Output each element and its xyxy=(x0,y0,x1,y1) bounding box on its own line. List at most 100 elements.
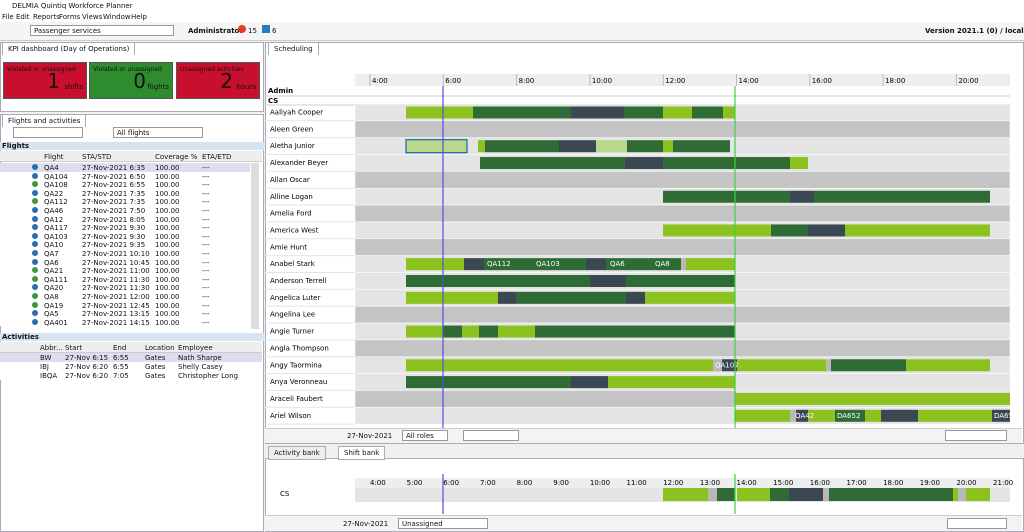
flight-row[interactable]: QA111 27-Nov-2021 11:30 100.00 --- xyxy=(0,274,250,284)
alert-count[interactable]: 15 xyxy=(248,27,257,35)
menu-item[interactable]: Forms xyxy=(59,13,81,21)
bank-date[interactable]: 27-Nov-2021 xyxy=(343,520,389,528)
menu-item[interactable]: Views xyxy=(82,13,103,21)
column-header: ETA/ETD xyxy=(202,153,232,161)
activity-row[interactable]: BW 27-Nov 6:15 6:55 Gates Nath Sharpe xyxy=(0,353,262,362)
hour-label: 5:00 xyxy=(407,479,423,487)
flights-header: Flight STA/STD Coverage % ETA/ETD xyxy=(0,151,262,162)
flight-row[interactable]: QA104 27-Nov-2021 6:50 100.00 --- xyxy=(0,171,250,181)
row-background xyxy=(354,120,1011,138)
flight-cell: QA5 xyxy=(44,310,59,319)
menu-item[interactable]: File xyxy=(2,13,14,21)
role-filter[interactable]: All roles xyxy=(402,430,448,441)
shift-bar xyxy=(681,258,686,271)
user-name[interactable]: Administrator xyxy=(188,27,243,35)
flight-row[interactable]: QA12 27-Nov-2021 8:05 100.00 --- xyxy=(0,214,250,224)
flight-row[interactable]: QA5 27-Nov-2021 13:15 100.00 --- xyxy=(0,309,250,318)
activity-row[interactable]: IBJ 27-Nov 6:20 6:55 Gates Shelly Casey xyxy=(0,362,262,371)
flight-row[interactable]: QA4 27-Nov-2021 6:35 100.00 --- xyxy=(0,163,250,172)
hour-label: 16:00 xyxy=(812,77,832,85)
row-background xyxy=(354,238,1011,256)
kpi-tile[interactable]: Violated or unassigned 0 flights xyxy=(89,62,173,99)
menu-item[interactable]: Edit xyxy=(16,13,30,21)
flight-filter[interactable]: All flights xyxy=(113,127,203,138)
hour-label: 19:00 xyxy=(920,479,940,487)
shift-bar xyxy=(406,258,464,271)
hour-label: 21:00 xyxy=(993,479,1013,487)
dataset-select[interactable]: Passenger services xyxy=(30,25,174,36)
bank-filter[interactable]: Unassigned xyxy=(398,518,488,529)
flight-cell: QA111 xyxy=(44,275,68,284)
flight-cell: QA6 xyxy=(44,258,59,267)
flight-row[interactable]: QA46 27-Nov-2021 7:50 100.00 --- xyxy=(0,206,250,215)
kpi-tile[interactable]: Unassigned activities 2 hours xyxy=(176,62,260,99)
kpi-tile[interactable]: Violated or unassigned 1 shifts xyxy=(3,62,87,99)
shift-bar xyxy=(473,106,571,119)
info-count[interactable]: 6 xyxy=(272,27,277,35)
kpi-tab[interactable]: KPI dashboard (Day of Operations) xyxy=(2,42,136,55)
employee-name: Aleen Green xyxy=(270,125,313,133)
flight-cell: 100.00 xyxy=(155,250,180,258)
search-input[interactable] xyxy=(13,127,83,138)
bar-label: QA103 xyxy=(536,260,560,268)
activities-section: Activities xyxy=(0,333,264,341)
bar-label: DA651 xyxy=(994,412,1017,420)
shift-bar xyxy=(498,325,535,338)
flight-cell: 100.00 xyxy=(155,232,180,241)
shift-bar xyxy=(480,157,625,170)
shift-bar xyxy=(663,157,790,170)
zoom-select[interactable] xyxy=(945,430,1007,441)
flight-cell: QA108 xyxy=(44,181,68,190)
flight-icon xyxy=(32,293,38,299)
flight-row[interactable]: QA112 27-Nov-2021 7:35 100.00 --- xyxy=(0,197,250,206)
shift-bar xyxy=(406,376,571,389)
title-bar: DELMIA Quintiq Workforce Planner xyxy=(0,0,1024,12)
flight-cell: QA20 xyxy=(44,284,64,293)
employee-name: Anderson Terrell xyxy=(270,277,327,285)
employee-name: Aletha Junior xyxy=(270,142,315,150)
hour-label: 18:00 xyxy=(885,77,905,85)
schedule-search[interactable] xyxy=(463,430,519,441)
shift-bar xyxy=(790,409,796,422)
flight-row[interactable]: QA108 27-Nov-2021 6:55 100.00 --- xyxy=(0,180,250,189)
activity-row[interactable]: IBQA 27-Nov 6:20 7:05 Gates Christopher Long xyxy=(0,371,262,380)
flight-icon xyxy=(32,207,38,213)
flight-row[interactable]: QA7 27-Nov-2021 10:10 100.00 --- xyxy=(0,249,250,258)
flight-cell: 27-Nov-2021 11:00 xyxy=(82,267,150,276)
shift-bar xyxy=(645,291,735,304)
shift-bar xyxy=(814,190,990,203)
flight-cell: 27-Nov-2021 6:50 xyxy=(82,172,146,181)
menu-item[interactable]: Help xyxy=(131,13,147,21)
scheduling-tab[interactable]: Scheduling xyxy=(268,42,319,55)
flight-row[interactable]: QA103 27-Nov-2021 9:30 100.00 --- xyxy=(0,231,250,241)
time-header xyxy=(355,74,1010,86)
flight-icon xyxy=(32,164,38,170)
bank-tab[interactable]: Shift bank xyxy=(338,446,386,460)
flight-row[interactable]: QA401 27-Nov-2021 14:15 100.00 --- xyxy=(0,317,250,327)
flight-row[interactable]: QA22 27-Nov-2021 7:35 100.00 --- xyxy=(0,188,250,198)
schedule-date[interactable]: 27-Nov-2021 xyxy=(347,432,393,440)
bank-tab[interactable]: Activity bank xyxy=(268,446,326,460)
flight-cell: 100.00 xyxy=(155,267,180,276)
flight-row[interactable]: QA19 27-Nov-2021 12:45 100.00 --- xyxy=(0,300,250,310)
flight-cell: 27-Nov-2021 7:50 xyxy=(82,207,146,215)
bank-group: CS xyxy=(280,490,290,498)
shift-bar xyxy=(650,258,681,271)
menu-item[interactable]: Reports xyxy=(33,13,60,21)
menu-item[interactable]: Window xyxy=(103,13,131,21)
shift-bar xyxy=(590,275,626,287)
employee-name: Anabel Stark xyxy=(270,260,316,268)
flight-cell: QA12 xyxy=(44,215,64,224)
flight-row[interactable]: QA21 27-Nov-2021 11:00 100.00 --- xyxy=(0,266,250,275)
flight-row[interactable]: QA20 27-Nov-2021 11:30 100.00 --- xyxy=(0,283,250,292)
shift-bar xyxy=(532,258,586,271)
flight-icon xyxy=(32,310,38,317)
flight-row[interactable]: QA6 27-Nov-2021 10:45 100.00 --- xyxy=(0,257,250,267)
shift-bar xyxy=(789,488,823,501)
flights-tab[interactable]: Flights and activities xyxy=(2,114,87,127)
bank-zoom[interactable] xyxy=(947,518,1007,529)
flight-row[interactable]: QA10 27-Nov-2021 9:35 100.00 --- xyxy=(0,240,250,249)
shift-bar xyxy=(708,488,717,501)
flight-row[interactable]: QA117 27-Nov-2021 9:30 100.00 --- xyxy=(0,223,250,232)
flight-row[interactable]: QA8 27-Nov-2021 12:00 100.00 --- xyxy=(0,292,250,301)
